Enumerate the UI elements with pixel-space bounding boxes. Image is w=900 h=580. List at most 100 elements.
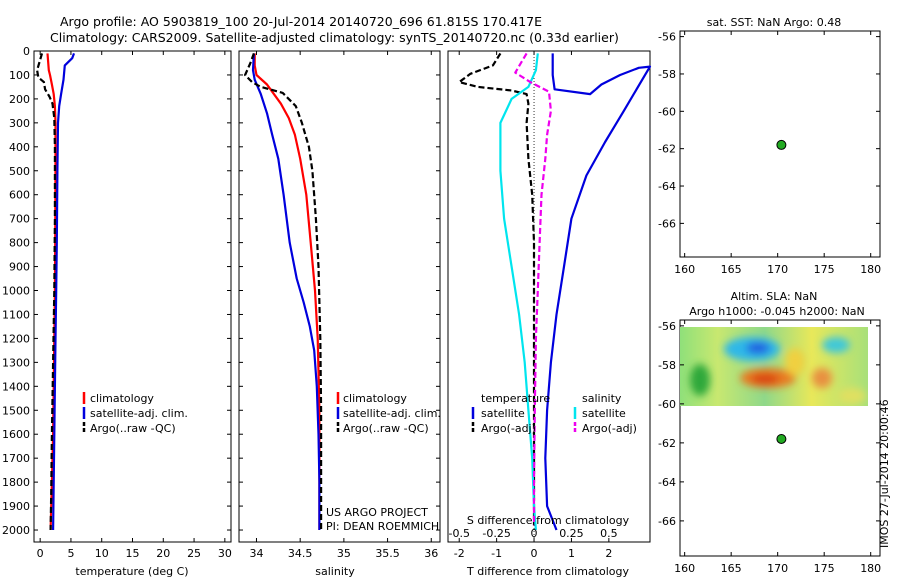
- temperature-legend-satellite: satellite-adj. clim.: [90, 407, 188, 420]
- temperature-xlabel: temperature (deg C): [75, 565, 188, 578]
- difference-series-satellite-2: [499, 53, 539, 531]
- temperature-depth-tick-label: 800: [9, 237, 30, 250]
- sla-anomaly-low-2: [822, 337, 850, 353]
- temperature-depth-tick-label: 300: [9, 117, 30, 130]
- difference-secondary-tick-labels: -0.5 -0.25 0 0.25 0.5: [448, 527, 617, 540]
- salinity-x-tick-label: 35.5: [375, 547, 400, 560]
- temperature-depth-tick-label: 1300: [2, 356, 30, 369]
- difference-legend-temp-argo: Argo(-adj): [481, 422, 536, 435]
- sla-map-title-line1: Altim. SLA: NaN: [731, 290, 818, 303]
- difference-xlabel: T difference from climatology: [466, 565, 629, 578]
- temperature-depth-tick-label: 1000: [2, 285, 30, 298]
- sla-map-ticks: 160 165 170 175 180 -56 -58 -60 -62 -64 -66: [658, 320, 881, 575]
- sla-map-y-tick-label: -66: [658, 515, 676, 528]
- temperature-depth-tick-label: 700: [9, 213, 30, 226]
- sst-map-x-tick-label: 170: [767, 263, 788, 276]
- difference-x-tick-label: -1: [491, 547, 502, 560]
- sst-map-y-tick-label: -58: [658, 68, 676, 81]
- temperature-x-tick-label: 15: [126, 547, 140, 560]
- sla-anomaly-low-core: [746, 342, 770, 354]
- difference-x-ticks: -2 -1 0 1 2: [454, 51, 612, 560]
- difference-legend: temperature satellite Argo(-adj) salinit…: [471, 392, 637, 435]
- sla-anomaly-high-core: [751, 374, 779, 384]
- temperature-legend-climatology: climatology: [90, 392, 154, 405]
- difference-legend-sal-satellite: satellite: [582, 407, 626, 420]
- difference-series-argo-adj--3: [514, 52, 552, 526]
- salinity-panel: 34 34.5 35 35.5 36 salinity climatology sate…: [238, 50, 441, 578]
- temperature-depth-tick-label: 500: [9, 165, 30, 178]
- sst-map-x-tick-label: 160: [674, 263, 695, 276]
- sst-map-y-tick-label: -62: [658, 143, 676, 156]
- sst-map-y-tick-label: -56: [658, 31, 676, 44]
- temperature-depth-tick-label: 1500: [2, 404, 30, 417]
- sla-map-x-tick-label: 175: [814, 562, 835, 575]
- sla-map-y-tick-label: -64: [658, 476, 676, 489]
- sst-map-y-tick-label: -66: [658, 217, 676, 230]
- sst-map-y-tick-label: -64: [658, 180, 676, 193]
- difference-series-satellite-0: [544, 53, 652, 531]
- temperature-depth-tick-label: 900: [9, 261, 30, 274]
- temperature-depth-tick-label: 0: [23, 45, 30, 58]
- difference-xlabel-secondary: S difference from climatology: [467, 514, 630, 527]
- imos-timestamp-label: IMOS 27-Jul-2014 20:00:46: [878, 399, 891, 548]
- salinity-x-tick-label: 36: [424, 547, 438, 560]
- sst-map-x-tick-label: 165: [721, 263, 742, 276]
- difference-x-tick-label: 2: [605, 547, 612, 560]
- sla-map-panel: Altim. SLA: NaN Argo h1000: -0.045 h2000…: [658, 290, 881, 575]
- temperature-x-tick-label: 10: [95, 547, 109, 560]
- temperature-depth-tick-label: 400: [9, 141, 30, 154]
- sst-map-x-tick-label: 175: [814, 263, 835, 276]
- sst-map-title: sat. SST: NaN Argo: 0.48: [707, 16, 841, 29]
- difference-legend-sal-argo: Argo(-adj): [582, 422, 637, 435]
- sla-map-y-tick-label: -60: [658, 398, 676, 411]
- sla-map-y-tick-label: -62: [658, 437, 676, 450]
- temperature-depth-tick-label: 100: [9, 69, 30, 82]
- temperature-x-tick-label: 20: [156, 547, 170, 560]
- salinity-legend-argo: Argo(..raw -QC): [343, 422, 429, 435]
- difference-x-tick-label: -2: [454, 547, 465, 560]
- project-label-line2: PI: DEAN ROEMMICH: [326, 520, 439, 533]
- temperature-series-satellite-adj-clim--1: [52, 53, 76, 531]
- sla-anomaly-low-3: [690, 364, 710, 396]
- temperature-depth-tick-label: 2000: [2, 524, 30, 537]
- sst-map-y-tick-label: -60: [658, 105, 676, 118]
- difference-legend-temperature-title: temperature: [481, 392, 550, 405]
- temperature-x-tick-label: 25: [187, 547, 201, 560]
- salinity-xlabel: salinity: [315, 565, 355, 578]
- temperature-x-ticks: 0 5 10 15 20 25 30: [37, 51, 232, 560]
- temperature-depth-tick-label: 1700: [2, 452, 30, 465]
- difference-secondary-tick-label: -0.25: [482, 527, 510, 540]
- temperature-depth-tick-label: 200: [9, 93, 30, 106]
- temperature-depth-tick-label: 1200: [2, 332, 30, 345]
- salinity-series-climatology-0: [253, 53, 321, 530]
- temperature-profile-lines: [36, 53, 76, 531]
- figure-title-line2: Climatology: CARS2009. Satellite-adjuste…: [50, 30, 619, 45]
- sla-map-y-tick-label: -56: [658, 320, 676, 333]
- difference-legend-temp-satellite: satellite: [481, 407, 525, 420]
- salinity-profile-lines: [244, 53, 323, 530]
- salinity-legend-satellite: satellite-adj. clim.: [343, 407, 441, 420]
- salinity-x-tick-label: 35: [337, 547, 351, 560]
- sla-map-x-tick-label: 180: [860, 562, 881, 575]
- sla-map-markers: [776, 433, 787, 444]
- sla-heatmap: [680, 327, 868, 406]
- temperature-depth-tick-label: 1600: [2, 428, 30, 441]
- sla-anomaly-mid-2: [838, 388, 866, 404]
- temperature-series-argo-raw-qc--2: [36, 53, 56, 531]
- difference-legend-salinity-title: salinity: [582, 392, 622, 405]
- difference-panel: -2 -1 0 1 2 T difference from climatology S …: [447, 50, 652, 578]
- difference-axes-frame: [447, 50, 651, 543]
- figure-title-line1: Argo profile: AO 5903819_100 20-Jul-2014…: [60, 14, 542, 29]
- sla-map-y-tick-label: -58: [658, 359, 676, 372]
- temperature-legend-argo: Argo(..raw -QC): [90, 422, 176, 435]
- temperature-depth-tick-label: 1400: [2, 380, 30, 393]
- sla-anomaly-high-2: [812, 368, 832, 388]
- sst-map-x-tick-label: 180: [860, 263, 881, 276]
- sla-map-x-tick-label: 160: [674, 562, 695, 575]
- difference-profile-lines: [458, 52, 652, 531]
- difference-secondary-tick-label: 0.25: [559, 527, 584, 540]
- temperature-depth-tick-label: 1800: [2, 476, 30, 489]
- sst-map-panel: sat. SST: NaN Argo: 0.48 160 165 170 175 180…: [658, 16, 881, 276]
- temperature-depth-tick-label: 1900: [2, 500, 30, 513]
